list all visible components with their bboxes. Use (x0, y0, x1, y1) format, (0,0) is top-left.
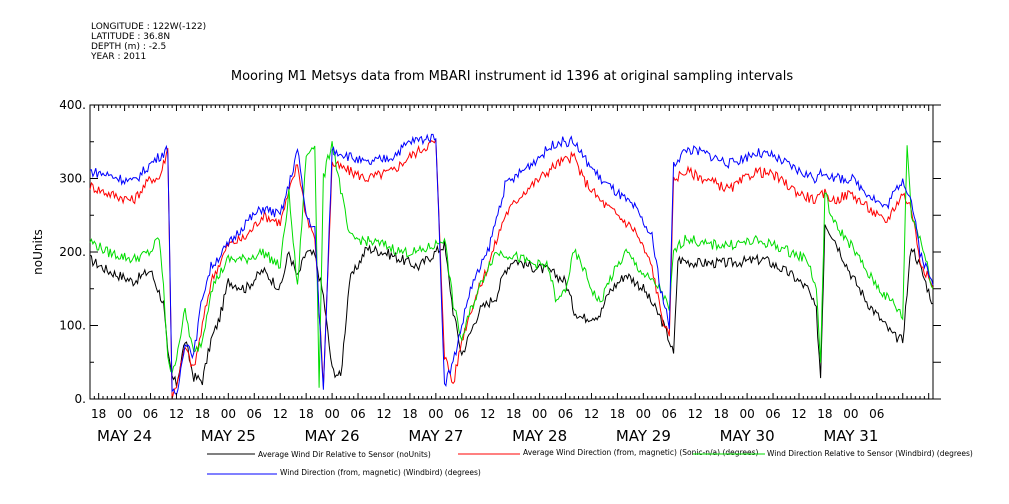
axis-layer: 18 00 06 12 18 00 06 12 18 00 06 12 18 00 06 12 18 00 06 12… (59, 98, 941, 445)
x-tick-label: 06 (454, 407, 469, 421)
series-line-3 (89, 133, 934, 396)
x-tick-label: 12 (791, 407, 806, 421)
x-tick-label: 18 (195, 407, 210, 421)
x-tick-label: 06 (765, 407, 780, 421)
x-day-label: MAY 27 (408, 427, 463, 445)
x-tick-label: 06 (558, 407, 573, 421)
x-tick-label: 06 (350, 407, 365, 421)
legend-label-2: Wind Direction Relative to Sensor (Windb… (767, 449, 973, 458)
y-tick-label: 400. (59, 98, 86, 112)
series-line-0 (89, 224, 934, 387)
meta-year: YEAR : 2011 (90, 52, 146, 62)
x-tick-label: 00 (636, 407, 651, 421)
x-tick-label: 18 (402, 407, 417, 421)
x-tick-label: 06 (143, 407, 158, 421)
series-line-2 (89, 141, 934, 388)
x-tick-label: 18 (610, 407, 625, 421)
x-tick-label: 00 (843, 407, 858, 421)
x-tick-label: 12 (376, 407, 391, 421)
chart-title: Mooring M1 Metsys data from MBARI instru… (231, 69, 793, 84)
x-tick-label: 12 (169, 407, 184, 421)
series-layer (89, 133, 934, 400)
x-tick-label: 06 (247, 407, 262, 421)
x-day-label: MAY 25 (201, 427, 256, 445)
x-tick-label: 12 (273, 407, 288, 421)
legend-label-1: Average Wind Direction (from, magnetic) … (523, 448, 759, 457)
x-tick-label: 18 (817, 407, 832, 421)
x-tick-label: 06 (662, 407, 677, 421)
x-tick-label: 18 (506, 407, 521, 421)
x-tick-label: 00 (117, 407, 132, 421)
plot-frame (89, 104, 934, 400)
x-day-label: MAY 29 (616, 427, 671, 445)
x-tick-label: 12 (584, 407, 599, 421)
x-tick-label: 12 (688, 407, 703, 421)
y-tick-label: 300. (59, 172, 86, 186)
x-day-label: MAY 31 (823, 427, 878, 445)
x-tick-label: 00 (221, 407, 236, 421)
x-tick-label: 06 (869, 407, 884, 421)
x-tick-label: 18 (714, 407, 729, 421)
series-line-1 (89, 139, 934, 400)
x-tick-label: 18 (91, 407, 106, 421)
legend: Average Wind Dir Relative to Sensor (noU… (207, 448, 973, 477)
x-tick-label: 00 (428, 407, 443, 421)
y-tick-label: 200. (59, 245, 86, 259)
meta-depth: DEPTH (m) : -2.5 (91, 42, 166, 52)
meta-longitude: LONGITUDE : 122W(-122) (91, 22, 206, 32)
x-day-label: MAY 30 (720, 427, 775, 445)
y-tick-label: 0. (75, 392, 86, 406)
x-day-label: MAY 28 (512, 427, 567, 445)
legend-label-3: Wind Direction (from, magnetic) (Windbir… (280, 468, 481, 477)
x-tick-label: 00 (739, 407, 754, 421)
x-tick-label: 00 (532, 407, 547, 421)
legend-label-1-text: Average Wind Direction (from, magnetic) … (523, 448, 759, 457)
y-axis-label: noUnits (31, 229, 45, 275)
x-day-label: MAY 26 (305, 427, 360, 445)
x-tick-label: 00 (324, 407, 339, 421)
x-day-label: MAY 24 (97, 427, 152, 445)
legend-label-0: Average Wind Dir Relative to Sensor (noU… (258, 450, 431, 459)
x-tick-label: 12 (480, 407, 495, 421)
y-tick-label: 100. (59, 319, 86, 333)
meta-latitude: LATITUDE : 36.8N (91, 32, 170, 42)
x-tick-label: 18 (299, 407, 314, 421)
